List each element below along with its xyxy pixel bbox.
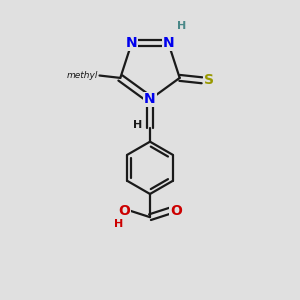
Text: H: H xyxy=(114,219,123,229)
Text: methyl: methyl xyxy=(67,71,98,80)
Text: N: N xyxy=(126,36,137,50)
Text: O: O xyxy=(170,204,182,218)
Text: H: H xyxy=(133,120,142,130)
Text: N: N xyxy=(144,92,156,106)
Text: H: H xyxy=(177,21,187,31)
Text: S: S xyxy=(203,73,214,87)
Text: N: N xyxy=(163,36,174,50)
Text: O: O xyxy=(118,204,130,218)
